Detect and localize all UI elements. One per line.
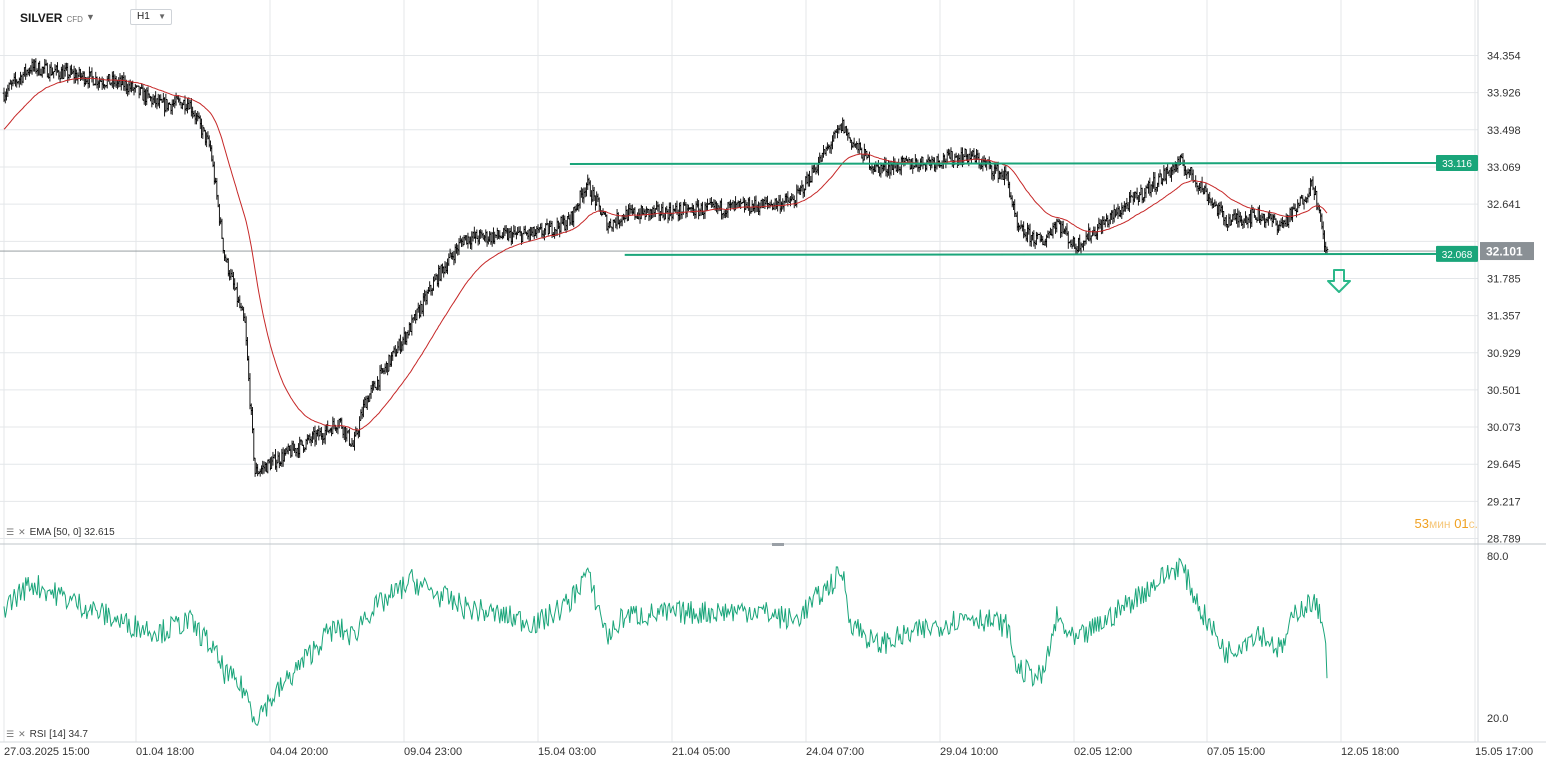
time-tick-label: 24.04 07:00 xyxy=(806,746,864,758)
level-badge-text: 33.116 xyxy=(1442,159,1472,170)
rsi-indicator-label[interactable]: ☰ ✕ RSI [14] 34.7 xyxy=(6,729,88,740)
close-icon[interactable]: ✕ xyxy=(18,729,26,739)
price-tick-label: 33.926 xyxy=(1487,88,1521,100)
time-tick-label: 04.04 20:00 xyxy=(270,746,328,758)
time-tick-label: 01.04 18:00 xyxy=(136,746,194,758)
price-tick-label: 30.501 xyxy=(1487,385,1521,397)
down-arrow-shape xyxy=(1327,269,1351,293)
price-badges: 33.116 32.068 32.101 xyxy=(1436,154,1534,262)
chevron-down-icon: ▼ xyxy=(158,12,166,21)
time-tick-label: 21.04 05:00 xyxy=(672,746,730,758)
price-tick-label: 29.217 xyxy=(1487,496,1521,508)
candle xyxy=(1066,231,1070,249)
support-resistance-lines xyxy=(569,161,1479,256)
time-tick-label: 15.04 03:00 xyxy=(538,746,596,758)
countdown-seconds: 01 xyxy=(1454,516,1469,531)
time-tick-label: 27.03.2025 15:00 xyxy=(4,746,90,758)
time-tick-label: 07.05 15:00 xyxy=(1207,746,1265,758)
price-tick-label: 30.929 xyxy=(1487,348,1521,360)
price-tick-label: 34.354 xyxy=(1487,51,1521,63)
ema-label-text: EMA [50, 0] 32.615 xyxy=(29,527,115,538)
settings-icon[interactable]: ☰ xyxy=(6,729,15,739)
timeframe-select[interactable]: H1 ▼ xyxy=(130,9,172,25)
close-icon[interactable]: ✕ xyxy=(18,527,26,537)
price-tick-label: 33.498 xyxy=(1487,125,1521,137)
price-tick-label: 28.789 xyxy=(1487,534,1521,546)
axis-labels: 34.354 33.926 33.498 33.069 32.641 31.785 31.3… xyxy=(4,51,1533,759)
symbol-caret-icon[interactable]: ▼ xyxy=(86,12,95,22)
candle xyxy=(348,428,351,446)
level-badge-text: 32.068 xyxy=(1442,250,1473,261)
countdown-minutes: 53 xyxy=(1414,516,1429,531)
price-tick-label: 32.641 xyxy=(1487,199,1521,211)
candle-countdown: 53мин 01с. xyxy=(1415,516,1479,531)
ema-line xyxy=(3,77,1328,431)
candles xyxy=(2,58,1329,477)
time-tick-label: 12.05 18:00 xyxy=(1341,746,1399,758)
time-tick-label: 29.04 10:00 xyxy=(940,746,998,758)
symbol-name: SILVER xyxy=(20,11,63,25)
last-price-badge xyxy=(1480,242,1534,261)
price-tick-label: 29.645 xyxy=(1487,459,1521,471)
level-line[interactable] xyxy=(569,161,1479,165)
symbol-type: CFD xyxy=(66,15,83,24)
price-tick-label: 33.069 xyxy=(1487,162,1521,174)
level-line[interactable] xyxy=(624,252,1479,256)
settings-icon[interactable]: ☰ xyxy=(6,527,15,537)
countdown-minutes-unit: мин xyxy=(1428,517,1451,531)
price-tick-label: 31.357 xyxy=(1487,311,1521,323)
time-tick-label: 02.05 12:00 xyxy=(1074,746,1132,758)
symbol-selector[interactable]: SILVER CFD xyxy=(20,11,83,25)
timeframe-value: H1 xyxy=(137,11,150,22)
level-badge xyxy=(1436,245,1478,262)
last-price-text: 32.101 xyxy=(1486,245,1523,259)
ema-indicator-label[interactable]: ☰ ✕ EMA [50, 0] 32.615 xyxy=(6,527,115,538)
rsi-line xyxy=(3,557,1328,726)
chart-toolbar: SILVER CFD ▼ H1 ▼ xyxy=(0,0,400,30)
price-tick-label: 30.073 xyxy=(1487,422,1521,434)
candle xyxy=(235,282,239,307)
pane-resize-handle[interactable] xyxy=(772,543,784,546)
level-badge xyxy=(1436,154,1478,171)
time-tick-label: 15.05 17:00 xyxy=(1475,746,1533,758)
grid xyxy=(0,0,1546,743)
rsi-label-text: RSI [14] 34.7 xyxy=(29,729,88,740)
time-tick-label: 09.04 23:00 xyxy=(404,746,462,758)
price-tick-label: 31.785 xyxy=(1487,273,1521,285)
rsi-tick-label: 80.0 xyxy=(1487,551,1508,563)
countdown-seconds-unit: с. xyxy=(1468,517,1478,531)
rsi-pane xyxy=(3,557,1328,726)
down-arrow-icon xyxy=(1327,269,1351,293)
rsi-tick-label: 20.0 xyxy=(1487,713,1508,725)
